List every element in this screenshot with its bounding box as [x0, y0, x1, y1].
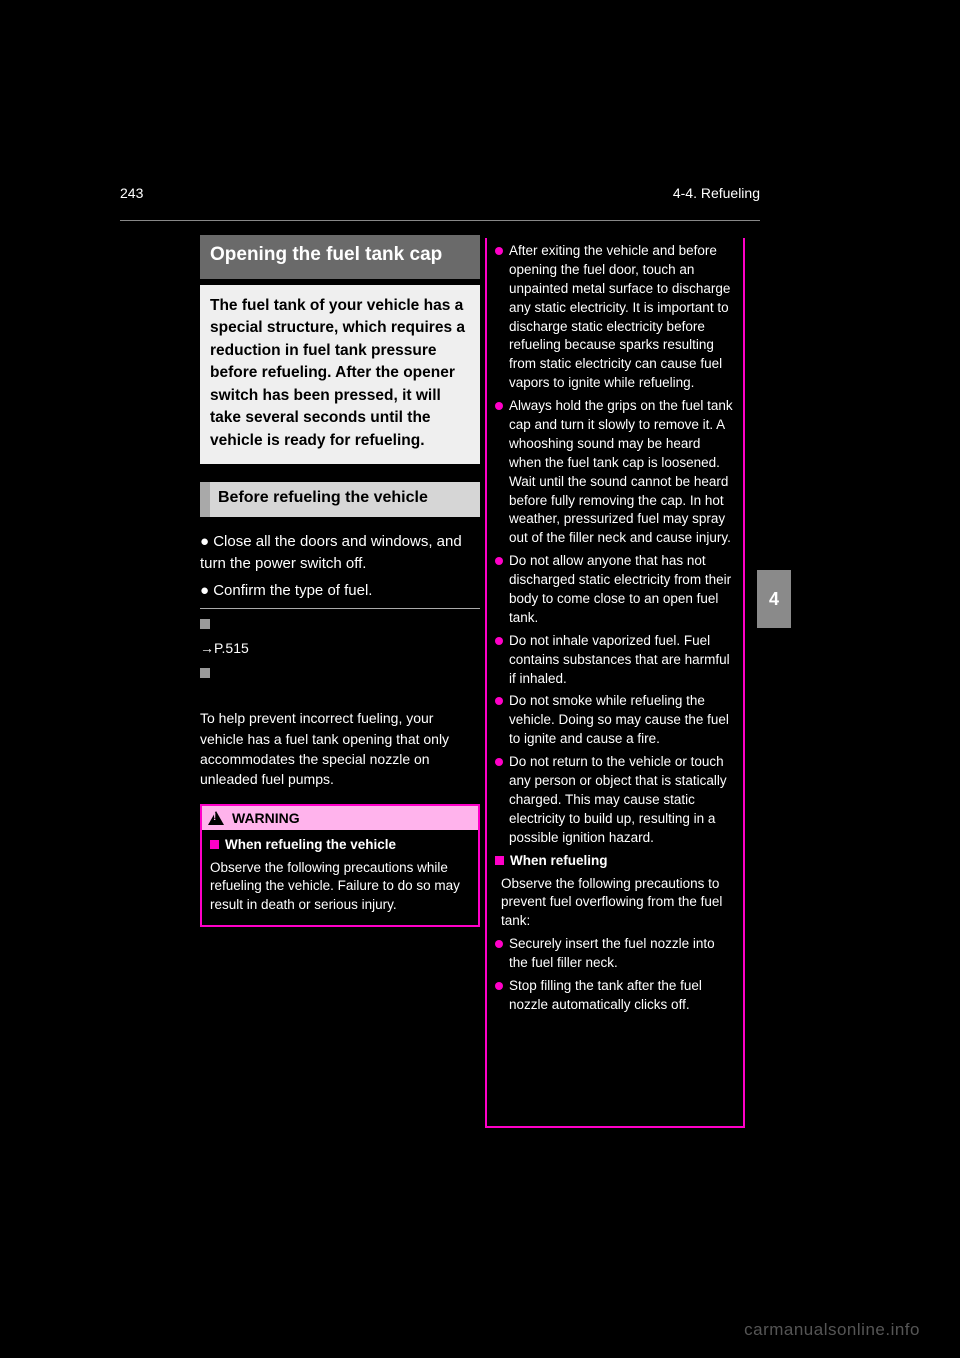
bullet-icon: [495, 557, 503, 565]
square-bullet-icon: [200, 619, 210, 629]
fuel-opening-heading: Fuel tank opening for unleaded gasoline: [216, 664, 480, 706]
header-rule: [120, 220, 760, 221]
page-section: 4-4. Refueling: [673, 185, 760, 201]
warning-item: Always hold the grips on the fuel tank c…: [495, 397, 735, 548]
fuel-types-heading: Fuel types: [216, 617, 288, 633]
warning-item: When refueling: [495, 852, 735, 871]
warning-item-text: Do not return to the vehicle or touch an…: [509, 753, 735, 847]
square-bullet-icon: [200, 668, 210, 678]
warning-header: WARNING: [202, 806, 478, 830]
thin-rule: [200, 608, 480, 609]
warning-item-text: Always hold the grips on the fuel tank c…: [509, 397, 735, 548]
page-title: Opening the fuel tank cap: [200, 235, 480, 279]
warning-item: Stop filling the tank after the fuel noz…: [495, 977, 735, 1015]
warning-left-heading: When refueling the vehicle: [225, 837, 396, 852]
left-column: Opening the fuel tank cap The fuel tank …: [200, 235, 480, 927]
body-line: ● Confirm the type of fuel.: [200, 580, 480, 602]
square-bullet-icon: [210, 840, 219, 849]
warning-label: WARNING: [232, 810, 300, 826]
section-heading: Before refueling the vehicle: [200, 482, 480, 517]
warning-triangle-icon: [208, 811, 224, 825]
warning-item: After exiting the vehicle and before ope…: [495, 242, 735, 393]
warning-box-left: WARNING When refueling the vehicle Obser…: [200, 804, 480, 928]
chapter-tab-number: 4: [769, 589, 779, 610]
warning-item-text: When refueling: [510, 852, 735, 871]
warning-item-text: When refueling the vehicle: [225, 836, 470, 855]
bullet-icon: [495, 697, 503, 705]
footer-watermark: carmanualsonline.info: [0, 1320, 960, 1340]
body-line: ● Close all the doors and windows, and t…: [200, 531, 480, 575]
warning-item: Do not inhale vaporized fuel. Fuel conta…: [495, 632, 735, 689]
chapter-tab: 4: [757, 570, 791, 628]
warning-item: Do not return to the vehicle or touch an…: [495, 753, 735, 847]
bullet-icon: [495, 402, 503, 410]
warning-item-text: Observe the following precautions to pre…: [501, 875, 735, 932]
intro-text: The fuel tank of your vehicle has a spec…: [200, 285, 480, 464]
bullet-icon: [495, 247, 503, 255]
bullet-icon: [495, 982, 503, 990]
warning-item-text: Stop filling the tank after the fuel noz…: [509, 977, 735, 1015]
warning-item-text: Do not smoke while refueling the vehicle…: [509, 692, 735, 749]
warning-left-body: Observe the following precautions while …: [210, 859, 470, 916]
bullet-icon: [495, 940, 503, 948]
warning-box-right: After exiting the vehicle and before ope…: [485, 238, 745, 1128]
warning-item-text: Do not allow anyone that has not dischar…: [509, 552, 735, 628]
warning-item: When refueling the vehicle: [210, 836, 470, 855]
fuel-types-text: Fuel types: [216, 615, 480, 636]
warning-item-text: Do not inhale vaporized fuel. Fuel conta…: [509, 632, 735, 689]
fuel-opening-row: Fuel tank opening for unleaded gasoline: [200, 664, 480, 706]
fuel-types-ref: →P.515: [200, 638, 480, 658]
square-bullet-icon: [495, 856, 504, 865]
warning-item: Do not smoke while refueling the vehicle…: [495, 692, 735, 749]
warning-item-text: Securely insert the fuel nozzle into the…: [509, 935, 735, 973]
page-header: 243 4-4. Refueling: [120, 185, 760, 201]
bullet-icon: [495, 637, 503, 645]
bullet-icon: [495, 758, 503, 766]
warning-item: Do not allow anyone that has not dischar…: [495, 552, 735, 628]
warning-item-text: After exiting the vehicle and before ope…: [509, 242, 735, 393]
warning-body-left: When refueling the vehicle Observe the f…: [202, 830, 478, 926]
warning-item: Observe the following precautions to pre…: [495, 875, 735, 932]
warning-item: Securely insert the fuel nozzle into the…: [495, 935, 735, 973]
page-number: 243: [120, 185, 143, 201]
right-column: After exiting the vehicle and before ope…: [485, 238, 745, 1128]
fuel-opening-body: To help prevent incorrect fueling, your …: [200, 708, 480, 789]
fuel-types-row: Fuel types: [200, 615, 480, 636]
